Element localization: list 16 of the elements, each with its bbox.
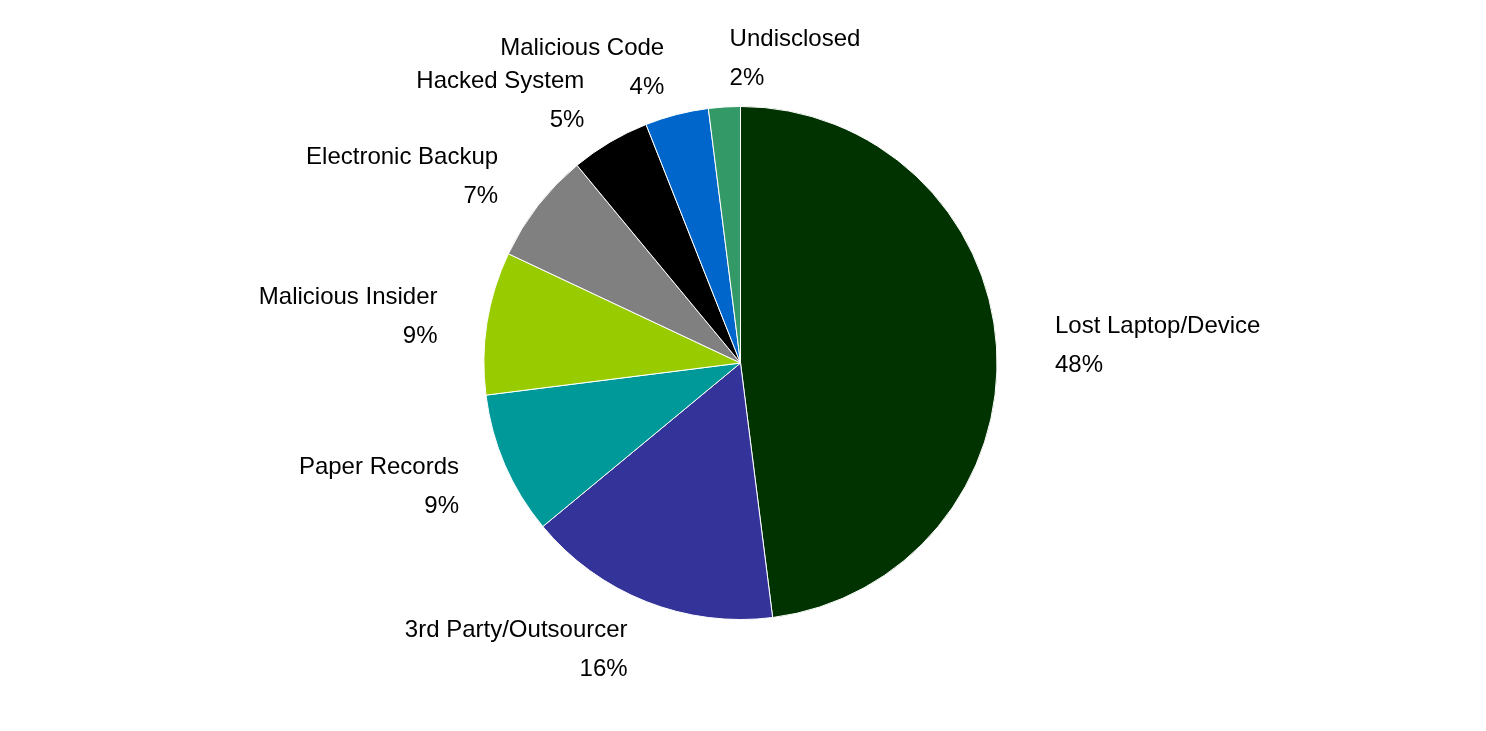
- data-label: 2%: [729, 62, 765, 90]
- slice-label: 3rd Party/Outsourcer: [404, 615, 628, 643]
- slice-label: Paper Records: [298, 451, 459, 479]
- slice-label: Lost Laptop/Device: [1054, 310, 1261, 338]
- data-label: 7%: [463, 181, 499, 209]
- data-label: 5%: [549, 105, 585, 132]
- data-label: 48%: [1054, 349, 1104, 377]
- data-label: 9%: [402, 321, 438, 349]
- slice-label: Undisclosed: [729, 23, 861, 51]
- data-label: 4%: [629, 71, 665, 99]
- slice-label: Hacked System: [416, 65, 585, 93]
- slice-label: Malicious Insider: [258, 282, 438, 309]
- slice-label: Malicious Code: [500, 32, 665, 60]
- data-label: 16%: [579, 654, 628, 682]
- data-label: 9%: [424, 490, 459, 518]
- slice-label: Electronic Backup: [306, 141, 499, 169]
